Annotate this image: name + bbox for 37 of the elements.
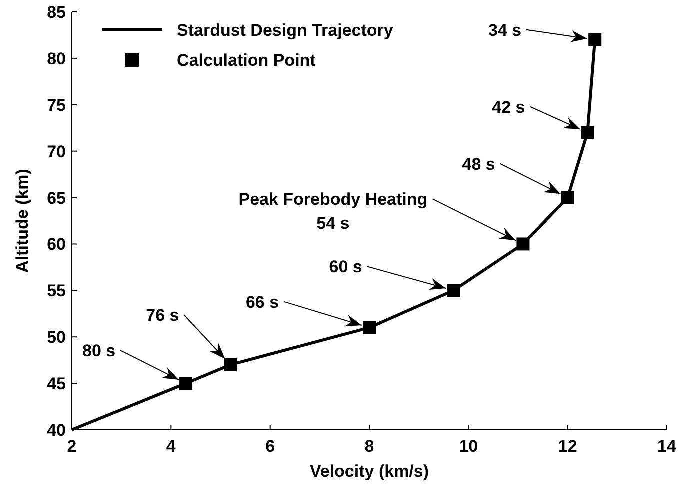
point: [447, 284, 460, 298]
x-tick-label: 6: [266, 437, 276, 456]
point: [180, 377, 193, 390]
x-tick-label: 2: [67, 437, 77, 456]
annotation: 34 s: [488, 20, 522, 40]
point: [588, 33, 602, 46]
y-tick-label: 55: [47, 282, 66, 301]
y-tick-label: 65: [47, 188, 66, 208]
point: [224, 358, 238, 372]
point: [516, 238, 530, 251]
y-tick-label: 80: [47, 49, 66, 68]
x-axis-title: Velocity (km/s): [310, 462, 430, 481]
legend-label: Calculation Point: [177, 51, 316, 70]
y-tick-label: 40: [47, 421, 66, 440]
y-tick-label: 50: [47, 328, 66, 348]
x-tick-label: 8: [364, 437, 374, 456]
point: [581, 126, 594, 140]
y-tick-label: 60: [47, 235, 66, 254]
x-tick-label: 12: [558, 437, 578, 456]
y-tick-label: 45: [47, 374, 66, 394]
annotation: 66 s: [246, 292, 280, 312]
point: [561, 191, 574, 204]
legend-label: Stardust Design Trajectory: [177, 21, 394, 40]
annotation: Peak Forebody Heating 54 s: [238, 190, 428, 234]
y-tick-label: 85: [47, 3, 66, 22]
y-tick-label: 75: [47, 96, 66, 115]
y-axis-title: Altitude (km): [13, 169, 32, 273]
y-tick-label: 70: [47, 142, 66, 162]
point: [363, 321, 376, 334]
annotation: 42 s: [492, 98, 526, 117]
annotation: 80 s: [82, 342, 116, 361]
annotation: 76 s: [146, 306, 180, 325]
annotation: 48 s: [462, 154, 496, 174]
annotation: 60 s: [329, 258, 362, 277]
x-tick-label: 10: [459, 437, 478, 456]
x-tick-label: 4: [166, 437, 176, 456]
x-tick-label: 14: [658, 437, 677, 456]
